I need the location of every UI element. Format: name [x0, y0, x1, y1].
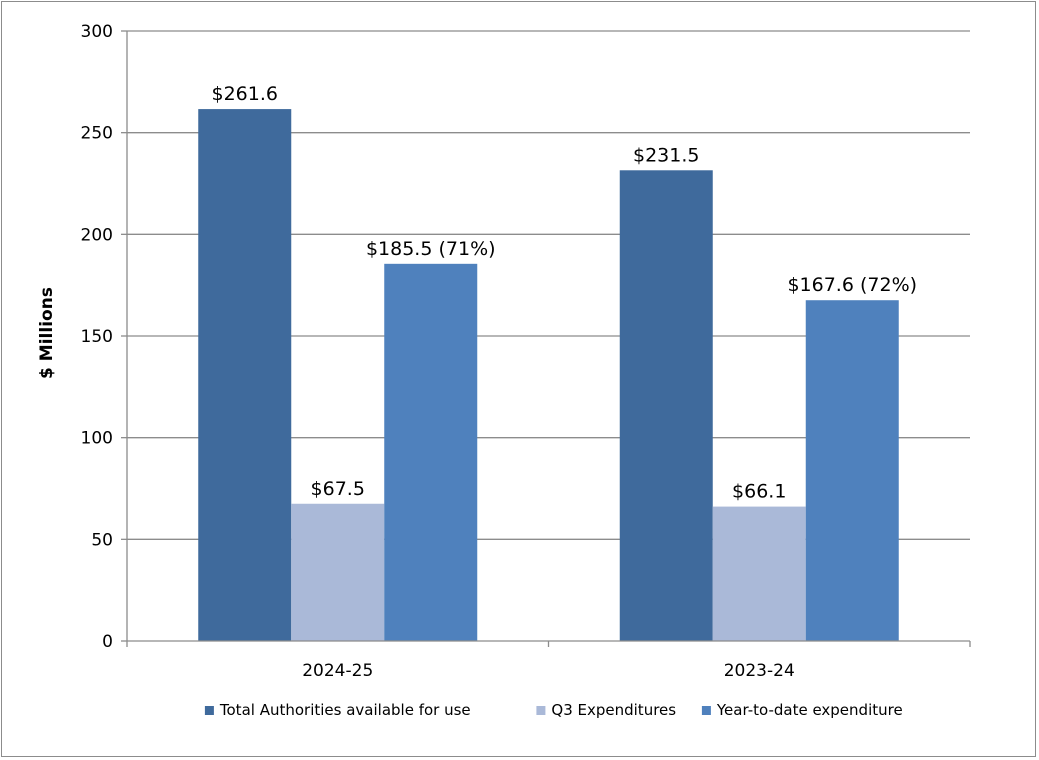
y-tick-label: 0 — [102, 632, 113, 652]
bar — [384, 263, 478, 641]
bars — [198, 109, 899, 642]
y-axis-label: $ Millions — [37, 287, 57, 379]
data-label: $231.5 — [633, 144, 699, 166]
data-label: $185.5 (71%) — [366, 238, 496, 260]
y-tick-label: 50 — [91, 530, 113, 550]
x-tick-label: 2023-24 — [724, 661, 795, 681]
legend-swatch — [204, 706, 214, 715]
y-tick-label: 150 — [81, 327, 113, 347]
data-label: $167.6 (72%) — [787, 274, 917, 296]
y-tick-label: 300 — [81, 22, 113, 42]
bar — [712, 506, 806, 641]
x-tick-label: 2024-25 — [302, 661, 373, 681]
axes — [121, 30, 971, 647]
bar — [198, 109, 292, 641]
legend-swatch — [536, 706, 546, 715]
legend-label: Year-to-date expenditure — [716, 701, 903, 719]
y-tick-label: 250 — [81, 124, 113, 144]
data-label: $67.5 — [311, 478, 365, 500]
y-tick-label: 200 — [81, 225, 113, 245]
legend-label: Total Authorities available for use — [219, 701, 471, 719]
data-label: $261.6 — [212, 83, 278, 105]
data-label: $66.1 — [732, 481, 786, 503]
x-axis-ticks: 2024-25 2023-24 — [302, 661, 795, 681]
legend-label: Q3 Expenditures — [551, 701, 676, 719]
y-axis-ticks: 0 50 100 150 200 250 300 — [81, 22, 113, 652]
bar — [291, 503, 385, 641]
y-tick-label: 100 — [81, 429, 113, 449]
legend-swatch — [701, 706, 711, 715]
bar — [805, 300, 899, 641]
data-labels: $261.6 $67.5 $185.5 (71%) $231.5 $66.1 $167.6… — [212, 83, 918, 503]
legend: Total Authorities available for use Q3 Ex… — [204, 701, 903, 719]
bar — [619, 170, 713, 642]
